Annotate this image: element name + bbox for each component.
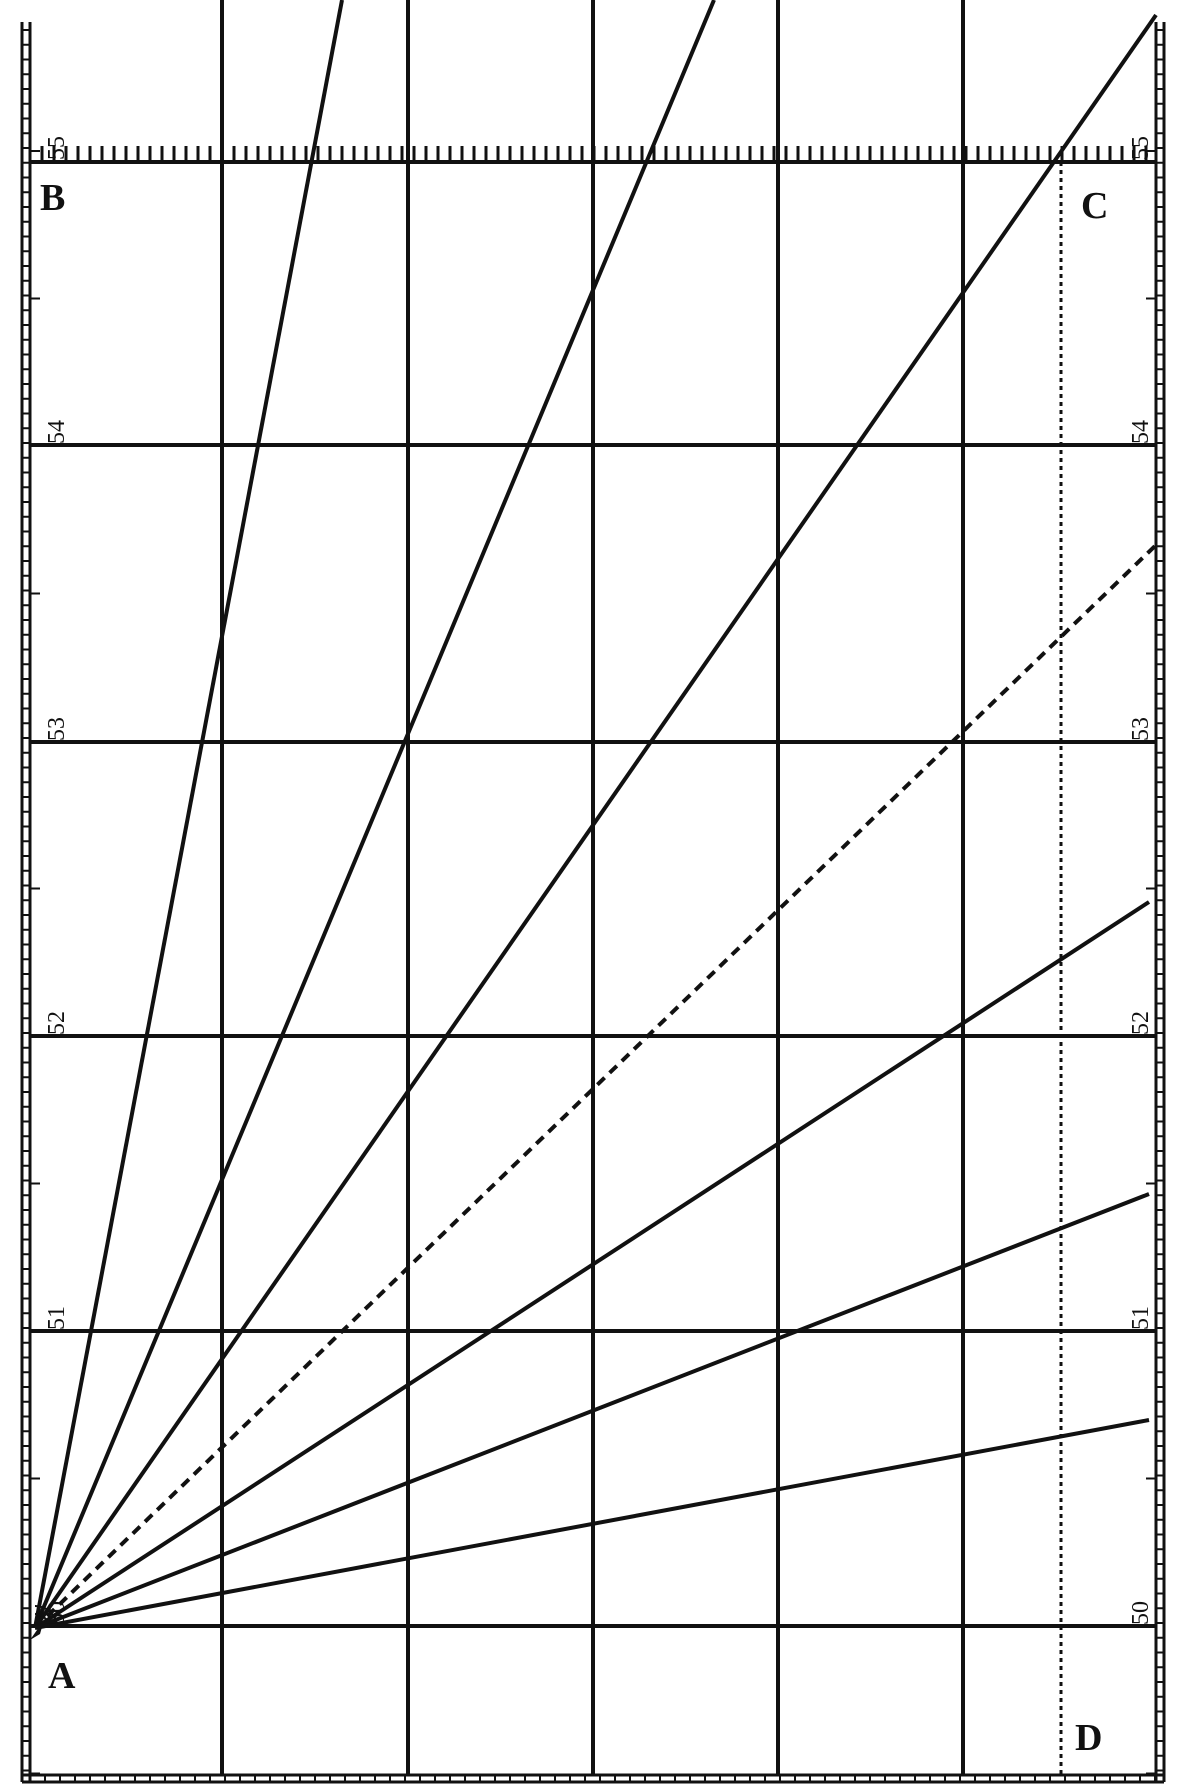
angle-arc	[34, 1612, 50, 1628]
right-scale-label: 53	[1128, 717, 1154, 741]
left-scale-label: 53	[44, 717, 70, 741]
right-scale-label: 50	[1128, 1601, 1154, 1625]
left-scale-label: 52	[44, 1011, 70, 1035]
radiating-line	[33, 13, 1158, 1630]
radiating-line	[33, 900, 1151, 1630]
right-scale-label: 52	[1128, 1011, 1154, 1035]
corner-label-a: A	[48, 1655, 76, 1697]
radiating-line	[33, 0, 716, 1629]
left-scale-label: 51	[44, 1306, 70, 1330]
top-ruler-ticks	[28, 146, 1148, 160]
radiating-line-dashed	[33, 543, 1158, 1630]
right-scale-label: 54	[1128, 420, 1154, 444]
right-scale-label: 55	[1128, 136, 1154, 160]
radiating-line	[34, 1192, 1150, 1630]
right-scale-labels: 50 51 52 53 54 55	[1128, 136, 1154, 1625]
corner-label-d: D	[1075, 1717, 1102, 1759]
radiating-line	[33, 0, 344, 1629]
left-ruler-ticks	[22, 29, 40, 1775]
left-scale-labels: 50 51 52 53 54 55	[44, 136, 70, 1625]
angle-arc-marks	[34, 1604, 58, 1628]
right-scale-label: 51	[1128, 1306, 1154, 1330]
corner-label-c: C	[1081, 185, 1108, 227]
angle-arc	[34, 1604, 58, 1627]
left-scale-label: 54	[44, 420, 70, 444]
radiating-lines	[33, 0, 1158, 1630]
right-ruler-ticks	[1146, 29, 1164, 1775]
left-scale-label: 55	[44, 136, 70, 160]
grid	[30, 0, 1156, 1775]
bottom-ruler-ticks	[29, 1775, 1156, 1782]
left-scale-label: 50	[44, 1601, 70, 1625]
radiating-line	[34, 1418, 1150, 1630]
corner-label-b: B	[40, 177, 65, 219]
origin-point-a	[30, 1620, 44, 1640]
